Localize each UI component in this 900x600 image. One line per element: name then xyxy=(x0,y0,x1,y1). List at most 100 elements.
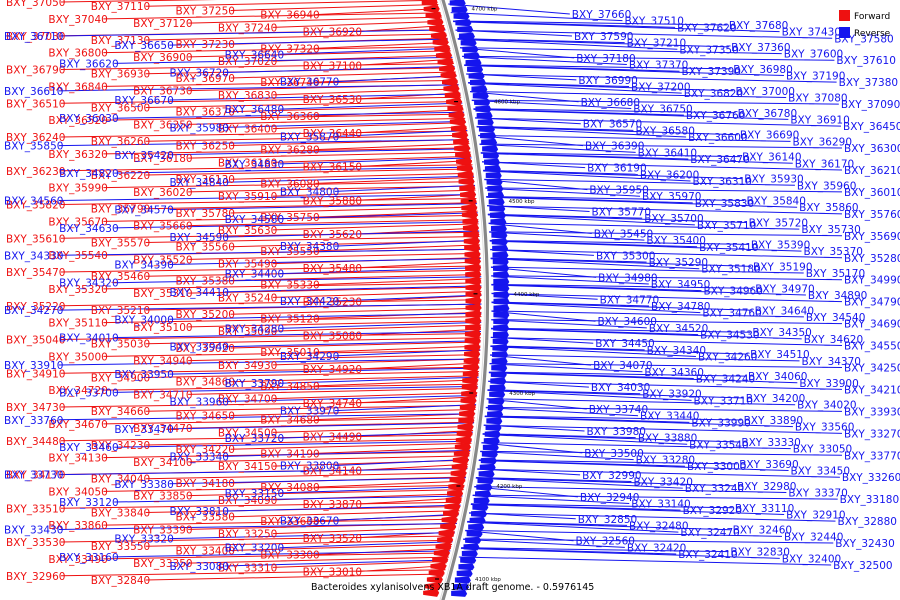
forward-gene-label: BXY_33250 xyxy=(218,529,277,541)
forward-gene-connector xyxy=(145,370,479,378)
reverse-gene-label: BXY_32420 xyxy=(627,542,686,554)
forward-gene-arrow xyxy=(463,230,480,239)
forward-gene-label: BXY_35820 xyxy=(6,200,65,212)
reverse-gene-label: BXY_32500 xyxy=(833,560,892,572)
forward-gene-connector xyxy=(145,269,482,277)
reverse-gene-label: BXY_33470 xyxy=(114,424,173,436)
reverse-gene-arrow xyxy=(485,423,502,431)
forward-gene-arrow xyxy=(463,356,480,365)
reverse-gene-connector xyxy=(466,73,577,81)
forward-gene-label: BXY_36970 xyxy=(176,73,235,85)
forward-gene-connector xyxy=(230,341,481,349)
forward-gene-arrow xyxy=(461,204,478,213)
forward-gene-label: BXY_37320 xyxy=(260,43,319,55)
forward-gene-connector xyxy=(103,282,482,290)
reverse-gene-label: BXY_33540 xyxy=(689,439,748,451)
forward-gene-connector xyxy=(60,569,446,577)
forward-gene-label: BXY_33510 xyxy=(6,503,65,515)
reverse-gene-connector xyxy=(169,477,466,485)
reverse-gene-connector xyxy=(334,184,476,192)
forward-gene-label: BXY_35630 xyxy=(218,225,277,237)
reverse-gene-connector xyxy=(279,267,481,275)
reverse-gene-label: BXY_34530 xyxy=(700,330,759,342)
forward-gene-label: BXY_36400 xyxy=(218,124,277,136)
forward-gene-connector xyxy=(103,417,475,425)
reverse-gene-label: BXY_33950 xyxy=(114,369,173,381)
reverse-gene-label: BXY_33140 xyxy=(631,498,690,510)
reverse-gene-connector xyxy=(58,139,469,147)
forward-gene-connector xyxy=(230,375,479,383)
scale-tick-label: 4500 kbp xyxy=(509,199,535,205)
reverse-gene-label: BXY_33970 xyxy=(280,406,339,418)
reverse-gene-label: BXY_34580 xyxy=(225,214,284,226)
reverse-gene-label: BXY_34070 xyxy=(593,360,652,372)
forward-gene-label: BXY_36260 xyxy=(91,136,150,148)
reverse-gene-label: BXY_36650 xyxy=(114,40,173,52)
reverse-gene-connector xyxy=(480,152,741,158)
forward-gene-label: BXY_34680 xyxy=(260,415,319,427)
forward-gene-connector xyxy=(145,438,472,446)
forward-gene-arrow xyxy=(460,190,477,199)
reverse-gene-label: BXY_34570 xyxy=(114,205,173,217)
reverse-gene-arrow xyxy=(491,364,508,372)
reverse-gene-label: BXY_32920 xyxy=(683,505,742,517)
forward-gene-label: BXY_35090 xyxy=(218,326,277,338)
reverse-gene-label: BXY_33500 xyxy=(584,448,643,460)
reverse-gene-label: BXY_33050 xyxy=(793,444,852,456)
reverse-gene-connector xyxy=(448,3,570,15)
reverse-gene-label: BXY_35730 xyxy=(801,224,860,236)
reverse-gene-connector xyxy=(487,389,744,399)
reverse-gene-arrow xyxy=(463,543,480,551)
reverse-gene-arrow xyxy=(453,12,470,20)
reverse-gene-label: BXY_35390 xyxy=(751,239,810,251)
reverse-gene-label: BXY_34390 xyxy=(114,259,173,271)
reverse-gene-connector xyxy=(483,170,691,182)
reverse-gene-label: BXY_32410 xyxy=(678,549,737,561)
legend-forward-swatch xyxy=(839,10,850,21)
forward-gene-label: BXY_36280 xyxy=(260,145,319,157)
reverse-gene-connector xyxy=(470,503,733,509)
reverse-gene-arrow xyxy=(493,304,510,312)
reverse-gene-label: BXY_35720 xyxy=(749,217,808,229)
forward-gene-label: BXY_35210 xyxy=(91,305,150,317)
forward-gene-label: BXY_37240 xyxy=(218,22,277,34)
forward-gene-label: BXY_34220 xyxy=(176,444,235,456)
forward-gene-label: BXY_33520 xyxy=(303,533,362,545)
reverse-gene-connector xyxy=(334,349,481,357)
forward-gene-connector xyxy=(188,286,482,294)
reverse-gene-label: BXY_34270 xyxy=(4,305,63,317)
reverse-gene-connector xyxy=(334,458,469,466)
forward-gene-arrow xyxy=(445,495,462,504)
forward-gene-label: BXY_34720 xyxy=(48,385,107,397)
reverse-gene-connector xyxy=(279,102,463,110)
reverse-gene-connector xyxy=(489,362,843,368)
forward-gene-connector xyxy=(230,307,482,315)
forward-gene-label: BXY_35480 xyxy=(303,263,362,275)
forward-gene-arrow xyxy=(464,343,481,352)
reverse-gene-arrow xyxy=(460,39,477,47)
reverse-gene-label: BXY_33980 xyxy=(587,426,646,438)
forward-gene-label: BXY_37040 xyxy=(48,14,107,26)
forward-gene-connector xyxy=(188,354,481,362)
reverse-gene-connector xyxy=(477,468,581,476)
forward-gene-connector xyxy=(145,573,445,581)
reverse-gene-arrow xyxy=(475,105,492,113)
reverse-gene-arrow xyxy=(493,297,510,305)
forward-gene-label: BXY_36840 xyxy=(48,81,107,93)
reverse-gene-connector xyxy=(462,56,627,66)
scale-ticks: 4700 kbp 4600 kbp 4500 kbp 4400 kbp 4300 kbp… xyxy=(431,7,540,583)
reverse-gene-connector xyxy=(114,221,479,229)
reverse-gene-connector xyxy=(484,416,793,428)
forward-gene-connector xyxy=(272,88,460,96)
reverse-gene-connector xyxy=(467,521,731,531)
reverse-gene-connector xyxy=(491,293,843,303)
forward-gene-connector xyxy=(188,387,478,395)
forward-gene-connector xyxy=(188,320,482,328)
reverse-gene-connector xyxy=(58,248,481,256)
forward-gene-arrow xyxy=(465,283,482,292)
forward-gene-arrow xyxy=(423,588,440,597)
forward-gene-connector xyxy=(315,176,475,184)
reverse-gene-arrow xyxy=(477,118,494,126)
reverse-gene-label: BXY_37380 xyxy=(839,77,898,89)
forward-gene-label: BXY_34190 xyxy=(260,448,319,460)
